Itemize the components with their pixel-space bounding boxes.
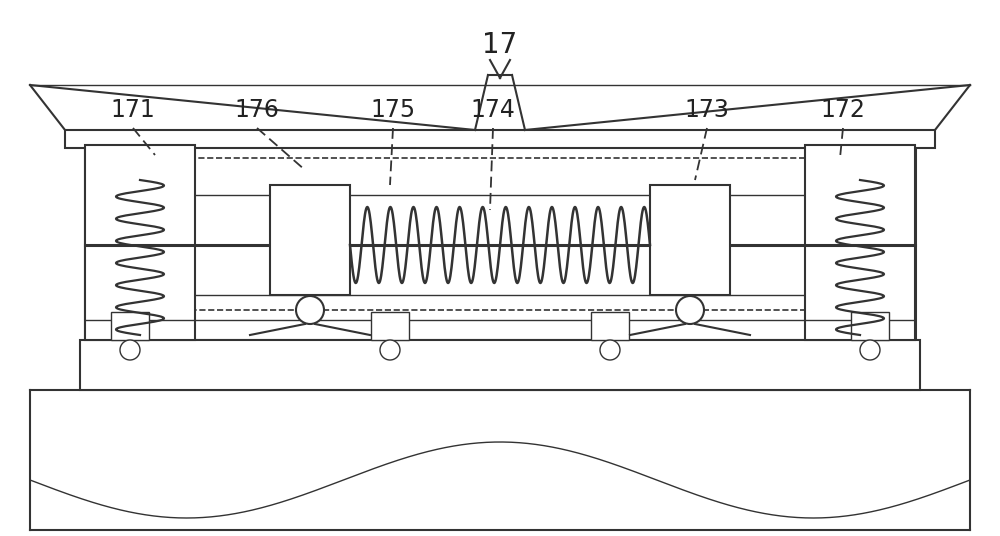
Text: 175: 175 [370,98,416,122]
Circle shape [120,340,140,360]
Circle shape [860,340,880,360]
Bar [85,145,915,340]
Text: 173: 173 [685,98,729,122]
Bar [650,185,730,295]
Bar [805,145,915,340]
Circle shape [296,296,324,324]
Circle shape [380,340,400,360]
Bar [270,185,350,295]
Bar [591,312,629,340]
Text: 171: 171 [111,98,155,122]
Text: 172: 172 [821,98,865,122]
Bar [80,340,920,390]
Bar [371,312,409,340]
Circle shape [600,340,620,360]
Bar [85,145,195,340]
Bar [65,130,935,148]
Bar [851,312,889,340]
Circle shape [676,296,704,324]
Text: 174: 174 [471,98,515,122]
Text: 17: 17 [482,31,518,59]
Text: 176: 176 [235,98,279,122]
Bar [111,312,149,340]
Bar [110,158,890,310]
